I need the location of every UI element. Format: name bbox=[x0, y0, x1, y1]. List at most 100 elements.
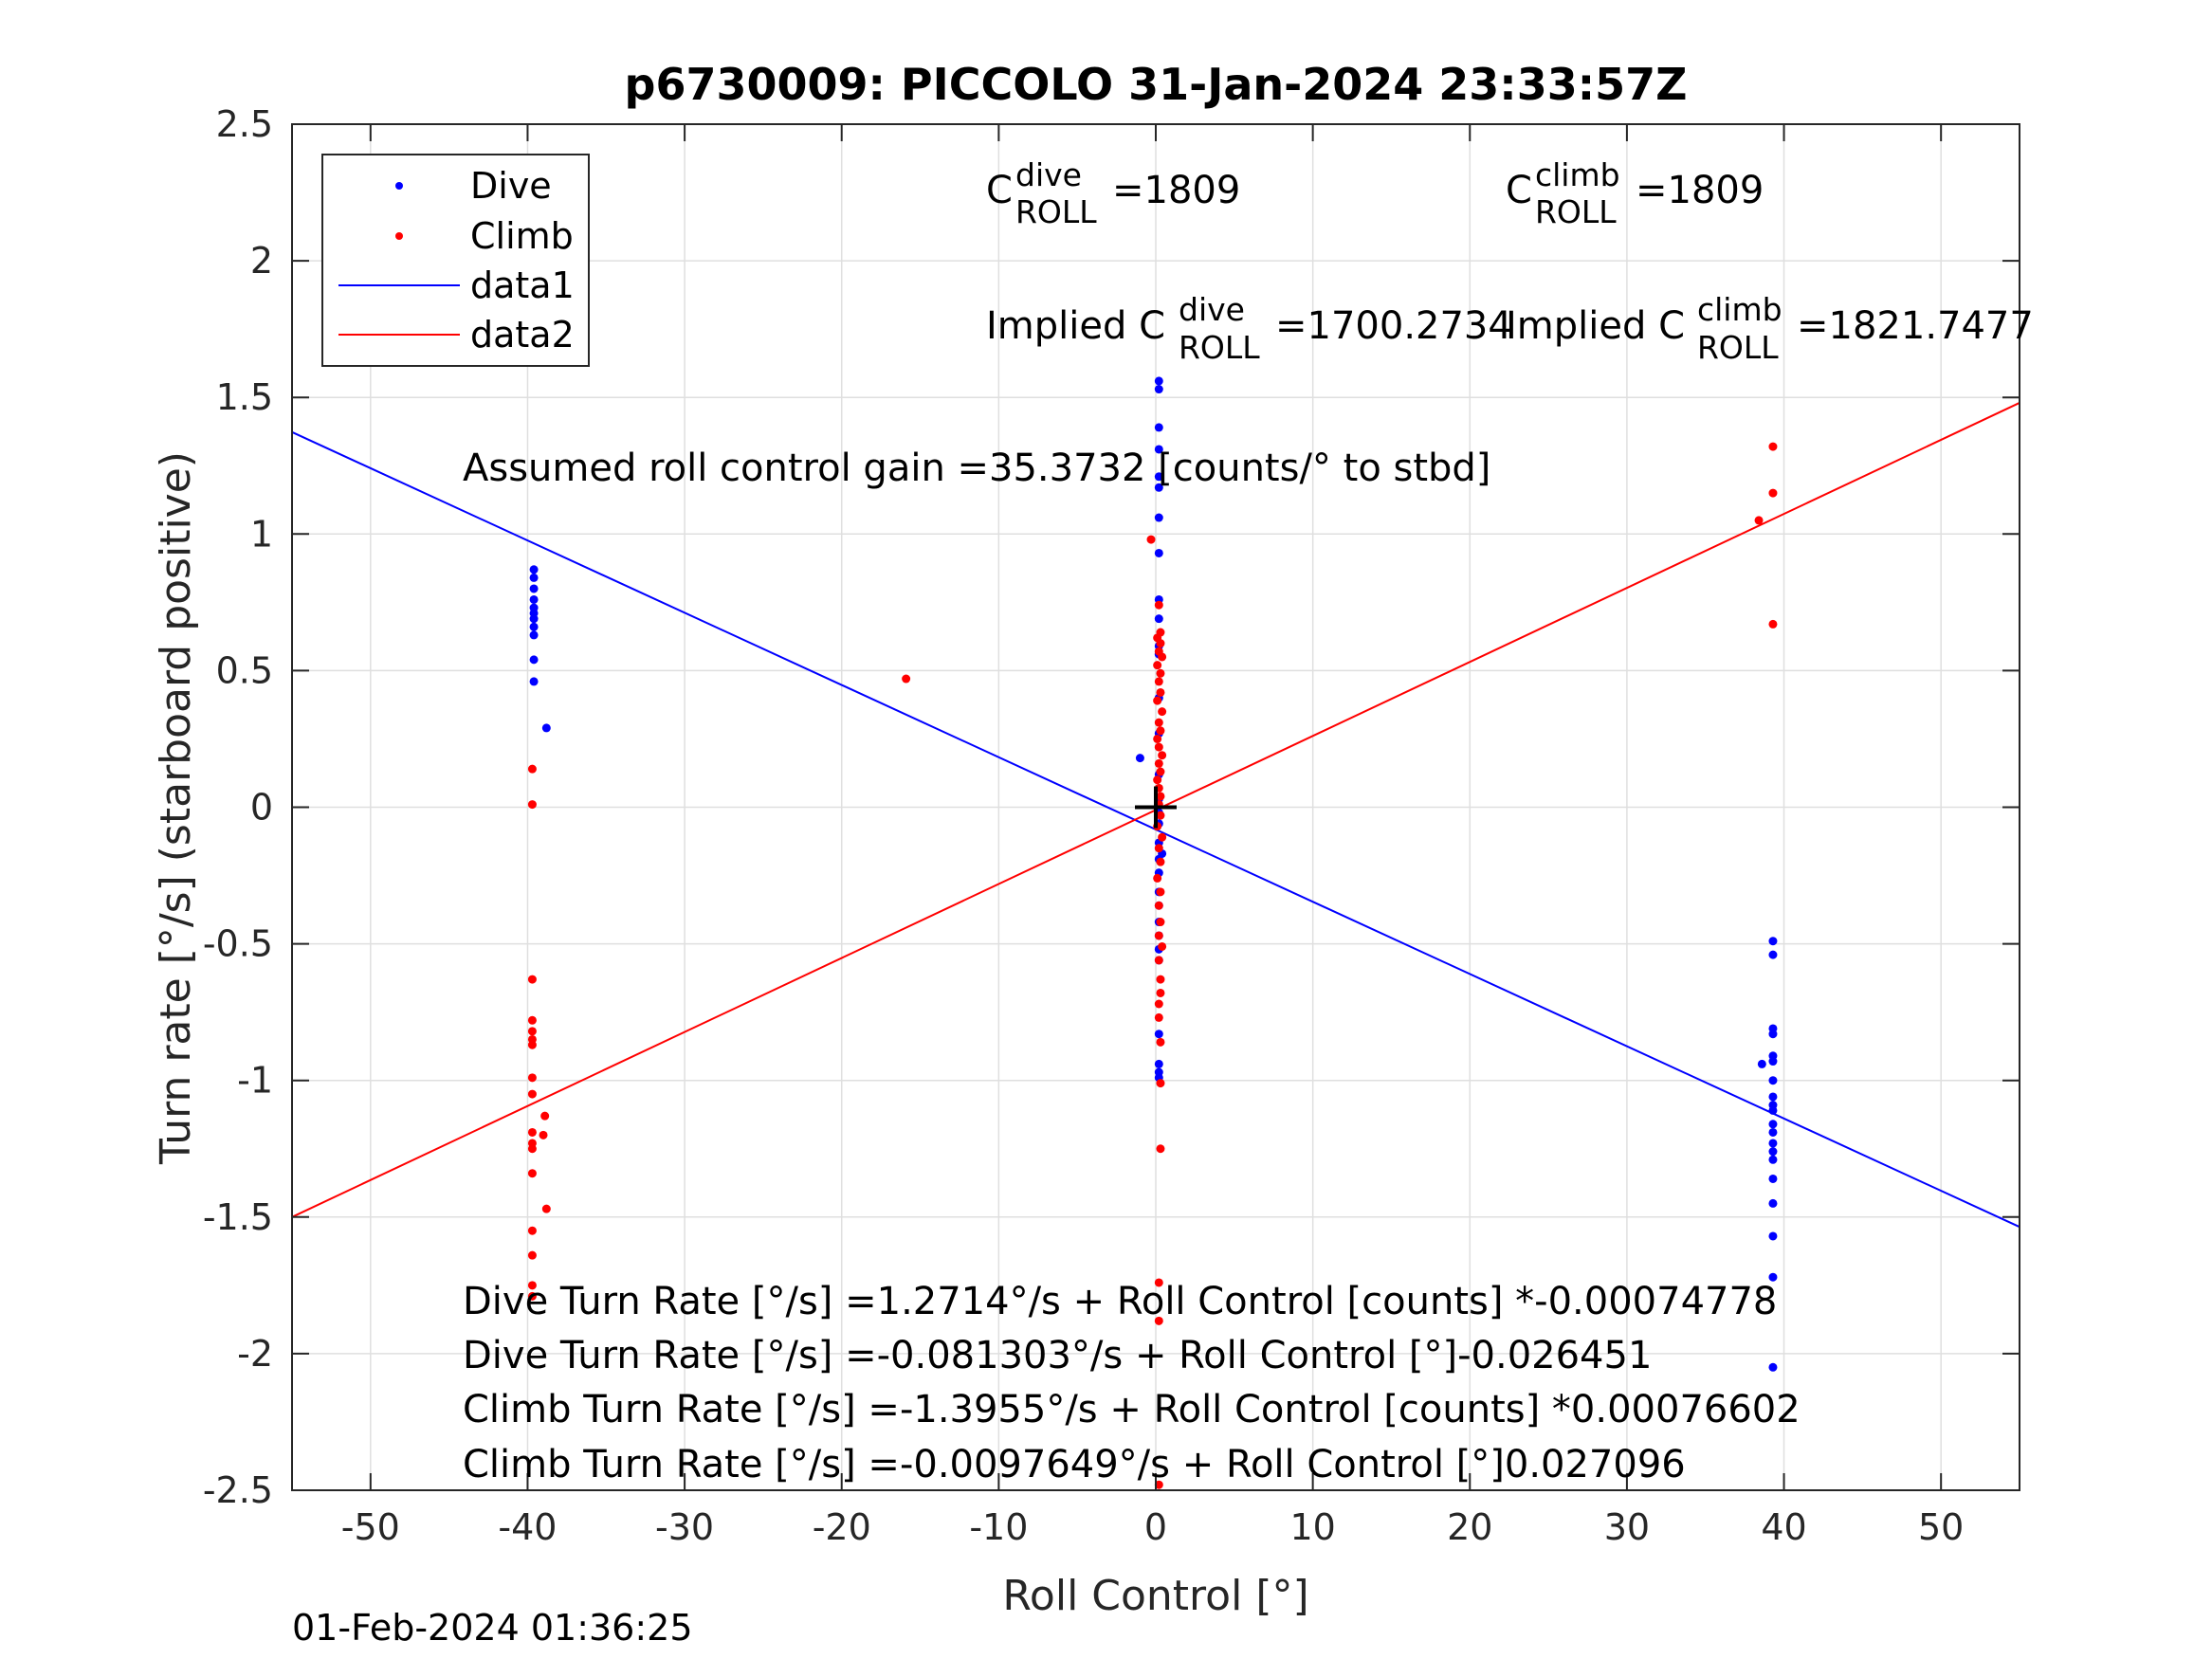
y-tick-label: -1 bbox=[237, 1060, 273, 1102]
climb-point bbox=[1154, 901, 1163, 910]
dive-point bbox=[1154, 614, 1163, 624]
legend-climb-marker bbox=[395, 232, 403, 240]
y-tick-label: -1.5 bbox=[203, 1196, 273, 1238]
climb-point bbox=[1768, 619, 1778, 629]
dive-fit-degrees: Dive Turn Rate [°/s] =-0.081303°/s + Rol… bbox=[463, 1334, 1652, 1377]
implied-climb-prefix: Implied C bbox=[1506, 304, 1685, 348]
climb-point bbox=[1154, 600, 1163, 610]
climb-point bbox=[1153, 775, 1162, 785]
dive-point bbox=[1768, 1362, 1778, 1372]
c-climb-annotation: C climb ROLL =1809 bbox=[1506, 156, 1764, 230]
climb-point bbox=[1158, 707, 1167, 717]
dive-point bbox=[529, 630, 539, 640]
climb-point bbox=[902, 674, 911, 684]
c-dive-value: =1809 bbox=[1112, 169, 1240, 212]
dive-point bbox=[1768, 1076, 1778, 1085]
climb-point bbox=[527, 1015, 537, 1025]
dive-point bbox=[1768, 1272, 1778, 1282]
dive-point bbox=[1154, 423, 1163, 432]
climb-point bbox=[527, 1040, 537, 1049]
origin-marker bbox=[1135, 786, 1177, 829]
dive-point bbox=[1135, 754, 1144, 763]
climb-point bbox=[1156, 668, 1165, 678]
dive-fit-counts: Dive Turn Rate [°/s] =1.2714°/s + Roll C… bbox=[463, 1280, 1777, 1323]
dive-point bbox=[1154, 1059, 1163, 1068]
climb-point bbox=[1156, 767, 1165, 776]
climb-point bbox=[527, 1226, 537, 1235]
implied-dive-sup: dive bbox=[1179, 291, 1245, 328]
y-axis-label: Turn rate [°/s] (starboard positive) bbox=[152, 451, 200, 1165]
y-tick-label: -0.5 bbox=[203, 923, 273, 965]
climb-point bbox=[1156, 811, 1165, 820]
dive-point bbox=[1154, 1030, 1163, 1039]
implied-climb-value: =1821.7477 bbox=[1797, 304, 2034, 348]
climb-point bbox=[540, 1111, 550, 1121]
y-tick-label: 1 bbox=[250, 513, 273, 555]
legend-box bbox=[321, 154, 590, 367]
climb-point bbox=[527, 1250, 537, 1260]
gain-annotation: Assumed roll control gain =35.3732 [coun… bbox=[463, 447, 1490, 490]
climb-point bbox=[1156, 1037, 1165, 1047]
climb-point bbox=[1156, 687, 1165, 697]
climb-point bbox=[1158, 832, 1167, 842]
climb-point bbox=[1154, 1480, 1163, 1489]
dive-point bbox=[1768, 1198, 1778, 1208]
dive-point bbox=[529, 655, 539, 665]
x-tick-label: -10 bbox=[969, 1506, 1028, 1548]
dive-point bbox=[1768, 1174, 1778, 1183]
climb-point bbox=[1154, 758, 1163, 768]
climb-point bbox=[1754, 516, 1764, 525]
climb-point bbox=[527, 1281, 537, 1290]
climb-point bbox=[1156, 1079, 1165, 1088]
climb-point bbox=[527, 1089, 537, 1099]
climb-point bbox=[1156, 887, 1165, 897]
climb-point bbox=[1156, 1144, 1165, 1154]
climb-point bbox=[1154, 742, 1163, 752]
c-climb-sup: climb bbox=[1535, 156, 1620, 193]
dive-point bbox=[541, 723, 551, 733]
c-climb-prefix: C bbox=[1506, 169, 1532, 212]
climb-point bbox=[1158, 751, 1167, 760]
dive-point bbox=[1768, 950, 1778, 959]
climb-point bbox=[1156, 857, 1165, 866]
dive-point bbox=[1768, 1139, 1778, 1148]
legend-dive-label: Dive bbox=[470, 165, 552, 207]
climb-point bbox=[1153, 734, 1162, 743]
climb-fit-counts: Climb Turn Rate [°/s] =-1.3955°/s + Roll… bbox=[463, 1388, 1801, 1431]
y-tick-label: -2.5 bbox=[203, 1469, 273, 1511]
climb-point bbox=[527, 1144, 537, 1154]
climb-point bbox=[1158, 652, 1167, 662]
climb-point bbox=[527, 764, 537, 774]
climb-point bbox=[1156, 726, 1165, 736]
dive-point bbox=[529, 565, 539, 574]
x-tick-label: -50 bbox=[341, 1506, 400, 1548]
y-tick-labels: 2.5 2 1.5 1 0.5 0 -0.5 -1 -1.5 -2 -2.5 bbox=[203, 103, 273, 1511]
climb-point bbox=[541, 1204, 551, 1213]
legend: Dive Climb data1 data2 bbox=[321, 154, 590, 367]
x-tick-label: 10 bbox=[1289, 1506, 1335, 1548]
climb-point bbox=[527, 975, 537, 984]
legend-data2-label: data2 bbox=[470, 314, 575, 356]
dive-point bbox=[529, 622, 539, 631]
dive-point bbox=[529, 677, 539, 686]
climb-point bbox=[527, 1291, 537, 1301]
implied-dive-prefix: Implied C bbox=[986, 304, 1165, 348]
dive-point bbox=[1768, 1057, 1778, 1066]
climb-point bbox=[1158, 941, 1167, 951]
y-tick-label: 0 bbox=[250, 787, 273, 829]
climb-point bbox=[1154, 718, 1163, 727]
timestamp: 01-Feb-2024 01:36:25 bbox=[292, 1607, 693, 1649]
x-tick-label: 0 bbox=[1144, 1506, 1167, 1548]
c-climb-value: =1809 bbox=[1636, 169, 1764, 212]
dive-point bbox=[529, 573, 539, 582]
c-dive-prefix: C bbox=[986, 169, 1013, 212]
implied-dive-value: =1700.2734 bbox=[1275, 304, 1512, 348]
x-tick-label: -40 bbox=[498, 1506, 557, 1548]
climb-point bbox=[1768, 488, 1778, 498]
dive-point bbox=[1768, 937, 1778, 946]
climb-point bbox=[1154, 1316, 1163, 1325]
legend-dive-marker bbox=[395, 182, 403, 190]
climb-point bbox=[1154, 1278, 1163, 1287]
legend-data1-label: data1 bbox=[470, 264, 575, 306]
dive-point bbox=[1154, 376, 1163, 386]
